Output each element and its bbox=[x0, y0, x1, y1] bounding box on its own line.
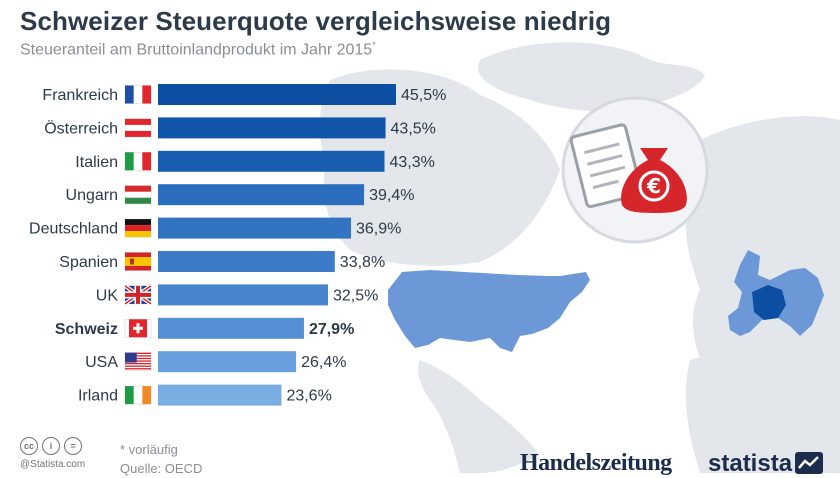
bar bbox=[158, 317, 304, 339]
flag-uk-icon bbox=[123, 284, 153, 306]
subtitle-text: Steueranteil am Bruttoinlandprodukt im J… bbox=[20, 41, 373, 59]
value-label: 43,3% bbox=[389, 154, 434, 171]
value-label: 36,9% bbox=[356, 221, 401, 238]
footnote-preliminary: * vorläufig bbox=[120, 442, 178, 457]
footer-notes: * vorläufig Quelle: OECD bbox=[120, 440, 202, 478]
by-icon: i bbox=[42, 437, 60, 455]
map-landmass-north bbox=[478, 42, 705, 112]
category-label: Deutschland bbox=[29, 221, 118, 238]
flag-usa-icon bbox=[124, 352, 152, 371]
map-landmass-africa bbox=[685, 356, 794, 473]
map-landmass-central-america bbox=[418, 360, 540, 473]
license-block: cc i = @Statista.com bbox=[20, 437, 85, 470]
handelszeitung-logo: Handelszeitung bbox=[520, 450, 672, 476]
value-label: 32,5% bbox=[333, 287, 378, 304]
bar bbox=[158, 84, 396, 105]
bar bbox=[158, 284, 328, 306]
bar bbox=[158, 150, 385, 172]
bar bbox=[158, 251, 335, 272]
cc-icons: cc i = bbox=[20, 437, 85, 455]
value-label: 39,4% bbox=[369, 187, 414, 204]
value-label: 45,5% bbox=[401, 87, 446, 104]
euro-money-bag-icon: € bbox=[621, 148, 687, 213]
euro-symbol: € bbox=[646, 174, 661, 198]
source-note: Quelle: OECD bbox=[120, 461, 203, 476]
category-label: Frankreich bbox=[42, 87, 118, 104]
value-label: 33,8% bbox=[340, 254, 385, 271]
europe-map-core bbox=[752, 285, 786, 320]
category-label: Österreich bbox=[44, 119, 118, 137]
nd-icon: = bbox=[64, 437, 82, 455]
page-title: Schweizer Steuerquote vergleichsweise ni… bbox=[20, 6, 612, 36]
copyright-text: @Statista.com bbox=[20, 459, 86, 470]
bar bbox=[158, 117, 386, 139]
flag-deutschland-icon bbox=[124, 218, 152, 238]
bar bbox=[158, 217, 352, 239]
flag-spanien-icon bbox=[124, 252, 152, 271]
statista-logo-text: statista bbox=[708, 450, 793, 477]
category-label: USA bbox=[85, 354, 118, 371]
value-label: 23,6% bbox=[286, 388, 331, 405]
category-label: Italien bbox=[75, 154, 118, 171]
category-label: Ungarn bbox=[66, 187, 118, 204]
value-label: 43,5% bbox=[391, 120, 436, 137]
statista-logo-icon bbox=[795, 452, 823, 474]
usa-map-shape bbox=[388, 270, 590, 352]
bars-group: Frankreich 45,5% Österreich 43,5% Italien 43,… bbox=[29, 84, 446, 406]
flag-sterreich-icon bbox=[124, 118, 152, 138]
flag-schweiz-icon bbox=[124, 319, 152, 338]
bar bbox=[158, 184, 365, 206]
value-label: 26,4% bbox=[301, 354, 346, 371]
cc-icon: cc bbox=[20, 437, 38, 455]
category-label: Irland bbox=[78, 388, 118, 405]
subtitle-footnote-marker: * bbox=[372, 40, 376, 50]
category-label: Spanien bbox=[59, 254, 118, 271]
bar bbox=[158, 351, 297, 373]
flag-ungarn-icon bbox=[124, 185, 152, 204]
flag-irland-icon bbox=[124, 385, 152, 405]
bar-chart: Frankreich 45,5% Österreich 43,5% Italien 43,… bbox=[29, 84, 446, 406]
category-label: Schweiz bbox=[55, 321, 118, 338]
category-label: UK bbox=[96, 287, 119, 304]
bar bbox=[158, 384, 282, 406]
page-subtitle: Steueranteil am Bruttoinlandprodukt im J… bbox=[20, 40, 376, 59]
value-label: 27,9% bbox=[309, 321, 354, 338]
flag-italien-icon bbox=[124, 152, 152, 171]
flag-frankreich-icon bbox=[124, 85, 152, 104]
